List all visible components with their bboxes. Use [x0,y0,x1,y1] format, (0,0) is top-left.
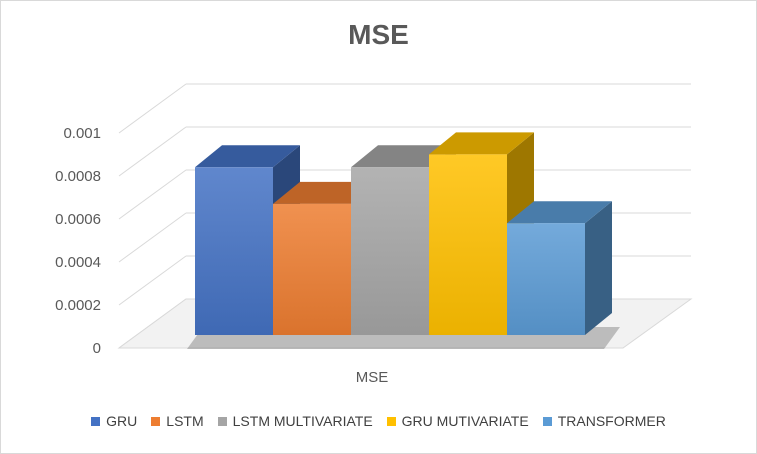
bar-gru [195,167,273,335]
legend-item: GRU MUTIVARIATE [386,413,529,429]
chart-legend: GRU LSTM LSTM MULTIVARIATE GRU MUTIVARIATE T… [1,413,756,429]
legend-item: LSTM [151,413,204,429]
bar-top [429,132,534,155]
bar-lstm-multivariate [351,167,429,335]
bar-side [585,201,612,335]
gridline-side [118,83,187,134]
bar-gru-mutivariate [429,154,507,335]
gridline-side [118,169,187,220]
gridline-side [118,255,187,306]
legend-swatch [91,416,101,426]
legend-swatch [542,416,552,426]
bar-transformer [507,223,585,335]
gridline-side [118,126,187,177]
y-tick-label: 0 [93,340,101,357]
y-tick-label: 0.0008 [55,168,101,185]
legend-swatch [151,416,161,426]
y-tick-label: 0.001 [63,125,101,142]
legend-label: GRU MUTIVARIATE [401,413,529,429]
y-tick-label: 0.0004 [55,254,101,271]
legend-swatch [386,416,396,426]
chart-plot: 0 0.0002 0.0004 0.0006 0.0008 0.001 MSE [55,83,693,386]
legend-label: GRU [106,413,138,429]
x-category-label: MSE [356,369,389,386]
legend-label: LSTM MULTIVARIATE [232,413,373,429]
legend-label: TRANSFORMER [557,413,666,429]
y-tick-label: 0.0002 [55,297,101,314]
legend-label: LSTM [166,413,204,429]
legend-item: TRANSFORMER [542,413,666,429]
legend-item: LSTM MULTIVARIATE [217,413,373,429]
y-tick-label: 0.0006 [55,211,101,228]
gridline-side [118,212,187,263]
legend-swatch [217,416,227,426]
bar-top [507,201,612,224]
chart-title: MSE [348,19,409,50]
bar-lstm [273,203,351,335]
legend-item: GRU [91,413,137,429]
bar-top [195,145,300,168]
